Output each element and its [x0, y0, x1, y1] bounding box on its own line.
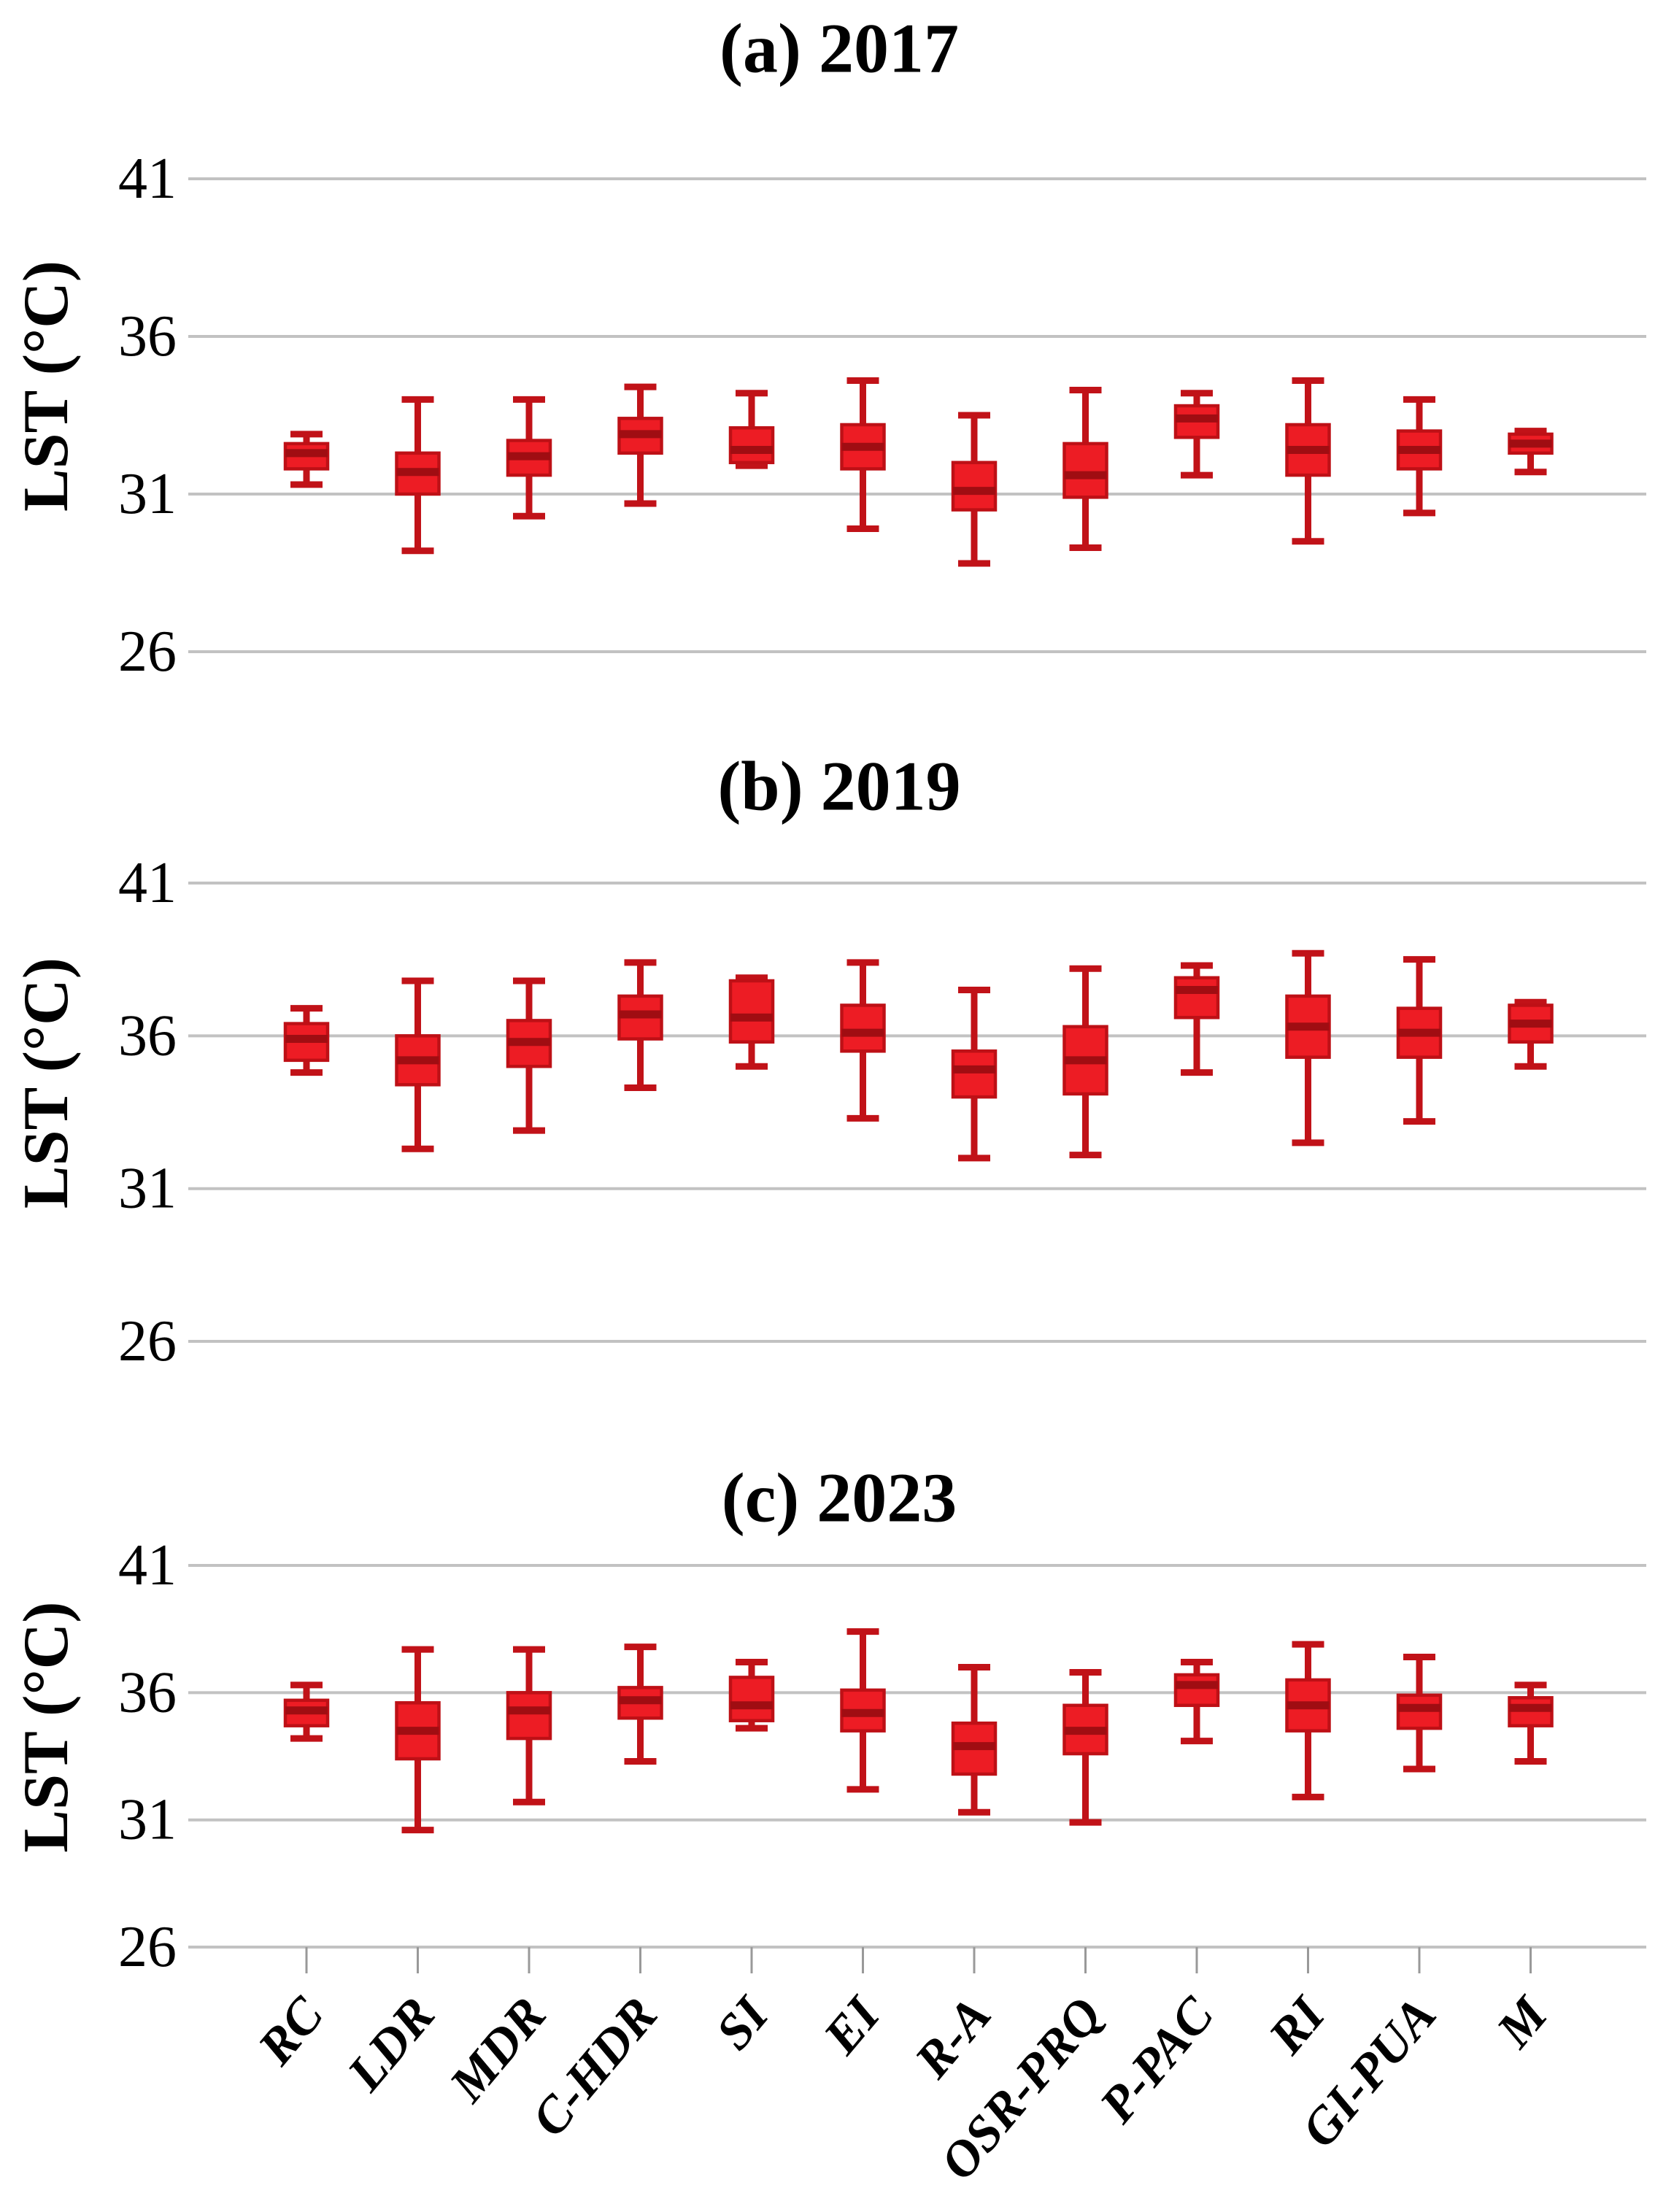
box-2023-C-HDR	[617, 1643, 663, 1765]
x-label-M: M	[1486, 1986, 1559, 2059]
box-2019-RI	[1285, 949, 1331, 1147]
box-2017-GI-PUA	[1396, 396, 1443, 517]
box-2023-MDR	[506, 1646, 552, 1806]
box-2023-OSR-PRQ	[1062, 1668, 1108, 1826]
x-label-RC: RC	[247, 1986, 335, 2076]
x-label-R-A: R-A	[904, 1987, 1003, 2089]
box-2019-EI	[840, 959, 886, 1122]
y-tick-label-41: 41	[118, 851, 177, 915]
x-label-LDR: LDR	[336, 1987, 446, 2103]
box-2019-P-PAC	[1173, 962, 1220, 1076]
box-2023-RC	[283, 1681, 330, 1742]
panel-title-1: (a) 2017	[720, 9, 959, 88]
iqr-box	[506, 1691, 552, 1741]
box-2017-C-HDR	[617, 383, 663, 507]
box-2017-R-A	[951, 412, 998, 567]
panel-2: 41 36 31 26 (b) 2019 LST (°C)	[11, 747, 1646, 1373]
iqr-box	[951, 460, 998, 512]
box-2023-M	[1508, 1681, 1554, 1765]
panel-1: 41 36 31 26 (a) 2017 LST (°C)	[11, 9, 1646, 684]
iqr-box	[1062, 442, 1108, 499]
box-2019-M	[1508, 998, 1554, 1070]
iqr-box	[951, 1049, 998, 1099]
y-tick-label-36: 36	[118, 1003, 177, 1068]
box-2023-R-A	[951, 1663, 998, 1816]
box-2017-M	[1508, 428, 1554, 476]
iqr-box	[1173, 1673, 1220, 1708]
y-tick-label-41: 41	[118, 1533, 177, 1598]
box-2023-LDR	[395, 1646, 441, 1834]
x-label-P-PAC: P-PAC	[1089, 1986, 1225, 2134]
box-2017-P-PAC	[1173, 390, 1220, 479]
box-2023-P-PAC	[1173, 1659, 1220, 1745]
box-2019-C-HDR	[617, 959, 663, 1092]
iqr-box	[728, 426, 775, 465]
panel-title-2: (b) 2019	[717, 747, 960, 825]
box-2017-MDR	[506, 396, 552, 520]
y-tick-label-31: 31	[118, 1157, 177, 1221]
box-2019-R-A	[951, 987, 998, 1162]
y-tick-label-26: 26	[118, 1915, 177, 1979]
box-2023-GI-PUA	[1396, 1654, 1443, 1773]
box-2019-OSR-PRQ	[1062, 965, 1108, 1159]
x-label-C-HDR: C-HDR	[521, 1987, 668, 2147]
iqr-box	[1173, 976, 1220, 1020]
y-tick-label-26: 26	[118, 620, 177, 684]
box-2019-LDR	[395, 977, 441, 1152]
box-2019-SI	[728, 974, 775, 1070]
iqr-box	[728, 979, 775, 1044]
y-tick-label-36: 36	[118, 304, 177, 369]
iqr-box	[840, 1003, 886, 1053]
y-tick-label-31: 31	[118, 462, 177, 526]
box-2017-RI	[1285, 377, 1331, 545]
box-2019-RC	[283, 1005, 330, 1076]
y-axis-label: LST (°C)	[11, 1601, 82, 1852]
box-2023-SI	[728, 1659, 775, 1732]
panel-title-3: (c) 2023	[722, 1459, 957, 1537]
box-2023-EI	[840, 1628, 886, 1793]
y-axis-label: LST (°C)	[11, 957, 82, 1209]
box-2017-EI	[840, 377, 886, 533]
x-label-RI: RI	[1258, 1986, 1338, 2065]
y-axis-label: LST (°C)	[11, 261, 82, 512]
y-tick-label-41: 41	[118, 147, 177, 211]
box-2019-GI-PUA	[1396, 956, 1443, 1125]
box-2023-RI	[1285, 1641, 1331, 1800]
panel-3: 41 36 31 26 (c) 2023 LST (°C)	[11, 1459, 1646, 1979]
y-tick-label-26: 26	[118, 1309, 177, 1373]
y-tick-label-31: 31	[118, 1788, 177, 1852]
y-tick-label-36: 36	[118, 1660, 177, 1724]
box-2017-OSR-PRQ	[1062, 386, 1108, 551]
box-2017-RC	[283, 431, 330, 488]
x-label-SI: SI	[706, 1986, 781, 2060]
x-label-EI: EI	[813, 1986, 892, 2065]
box-2019-MDR	[506, 977, 552, 1134]
box-2017-LDR	[395, 396, 441, 555]
box-2017-SI	[728, 390, 775, 469]
iqr-box	[728, 1676, 775, 1722]
